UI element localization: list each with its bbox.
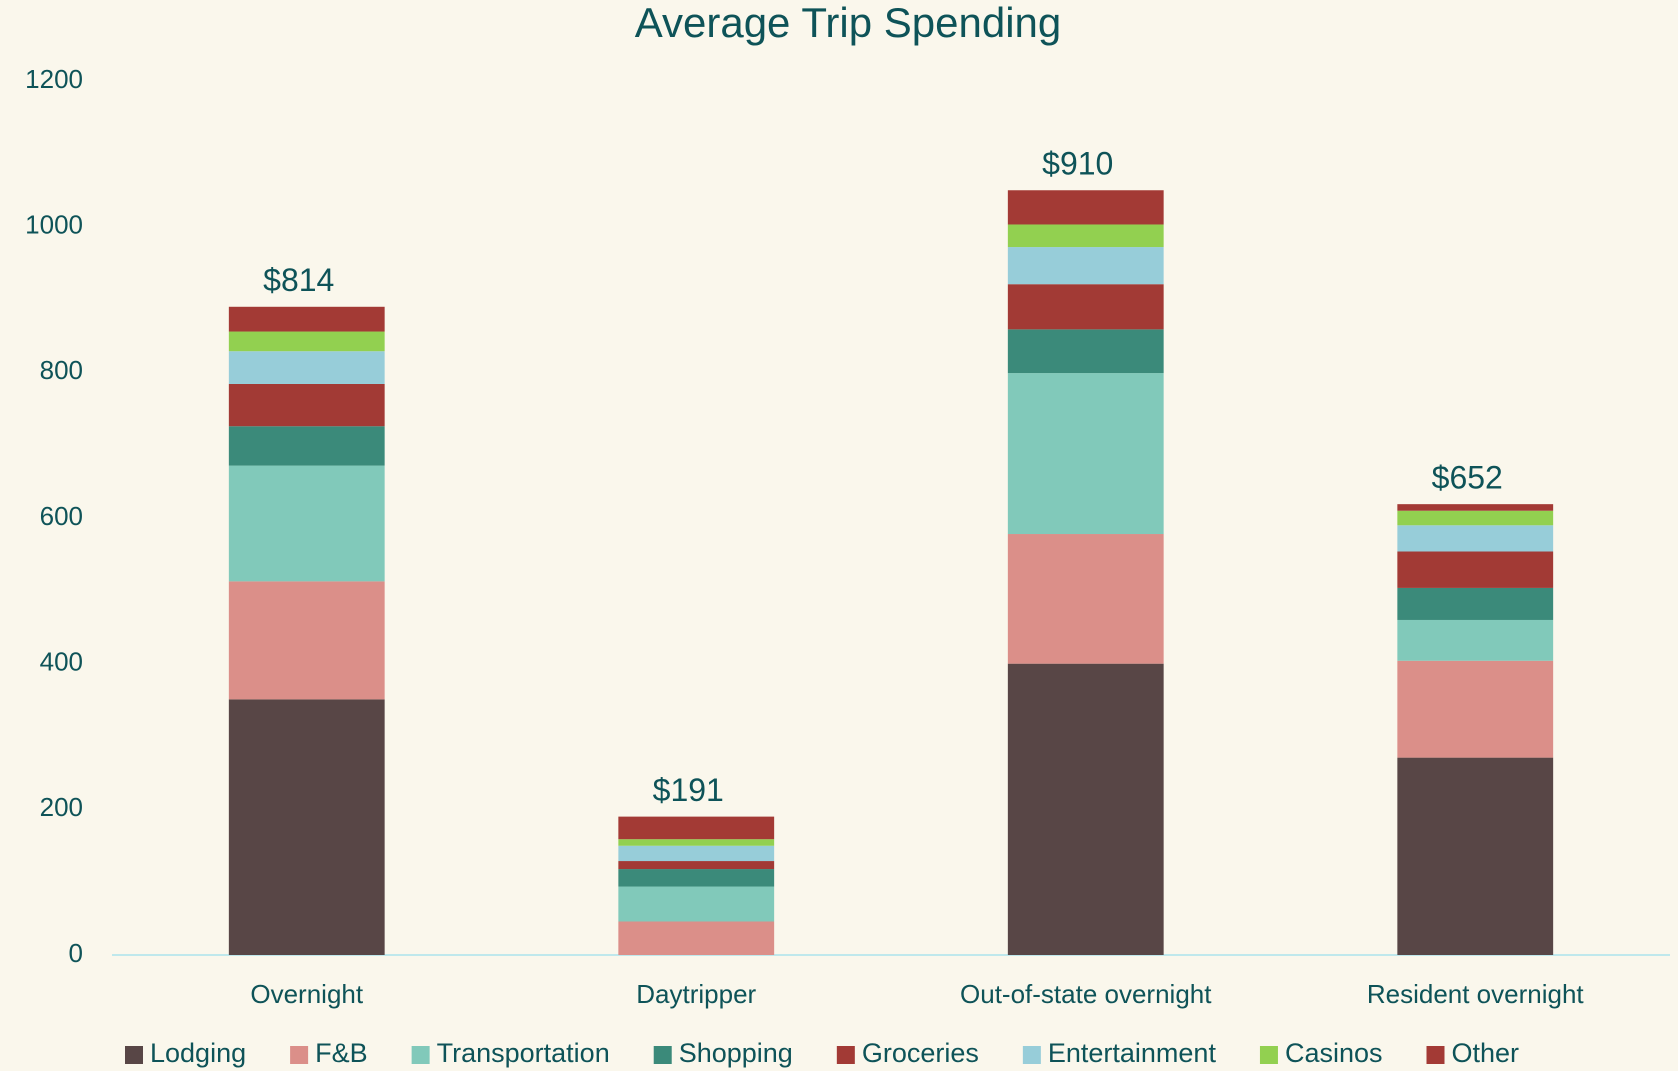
bar-segment <box>228 331 385 352</box>
x-tick-label: Resident overnight <box>1367 979 1585 1009</box>
bar-segment <box>618 845 775 862</box>
bar-segment <box>228 383 385 427</box>
y-tick-label: 200 <box>40 792 83 822</box>
legend-swatch <box>125 1046 143 1064</box>
legend-swatch <box>1259 1046 1278 1064</box>
legend-label: F&B <box>315 1038 368 1068</box>
legend-swatch <box>836 1046 855 1064</box>
bar-segment <box>1397 551 1554 588</box>
y-tick-label: 400 <box>40 647 83 677</box>
total-label: $652 <box>1432 460 1503 496</box>
bar-segment <box>228 465 385 582</box>
bar-segment <box>228 581 385 700</box>
bar-segment <box>618 886 775 922</box>
bar-segment <box>1007 534 1164 664</box>
legend-label: Other <box>1452 1038 1520 1068</box>
legend-swatch <box>1022 1046 1041 1064</box>
legend-label: Groceries <box>862 1038 979 1068</box>
y-tick-label: 800 <box>40 355 83 385</box>
x-tick-label: Out-of-state overnight <box>960 979 1212 1009</box>
legend-label: Transportation <box>437 1038 610 1068</box>
bar-segment <box>228 426 385 466</box>
total-label: $814 <box>263 262 334 298</box>
total-label: $191 <box>653 772 724 808</box>
bar-segment <box>1397 587 1554 620</box>
legend-label: Lodging <box>150 1038 246 1068</box>
bar-segment <box>228 699 385 955</box>
legend-swatch <box>290 1046 309 1064</box>
bar-segment <box>1007 284 1164 330</box>
y-tick-label: 600 <box>40 501 83 531</box>
bar-segment <box>1007 663 1164 955</box>
bar-segment <box>1397 504 1554 511</box>
y-tick-label: 0 <box>69 938 83 968</box>
bar-segment <box>618 816 775 840</box>
bar-segment <box>618 839 775 846</box>
bar-segment <box>618 861 775 870</box>
y-tick-label: 1200 <box>25 64 83 94</box>
bar-segment <box>1397 510 1554 526</box>
bar-segment <box>1397 619 1554 661</box>
bar-segment <box>618 869 775 887</box>
chart-title: Average Trip Spending <box>635 0 1062 46</box>
bar-segment <box>618 921 775 955</box>
bar-segment <box>1007 224 1164 248</box>
legend-label: Shopping <box>679 1038 793 1068</box>
legend-swatch <box>653 1046 672 1064</box>
bar-segment <box>1007 373 1164 535</box>
legend-swatch <box>411 1046 430 1064</box>
bar-segment <box>1007 247 1164 285</box>
bar-segment <box>1397 660 1554 758</box>
x-tick-label: Overnight <box>250 979 363 1009</box>
x-tick-label: Daytripper <box>636 979 756 1009</box>
y-tick-label: 1000 <box>25 210 83 240</box>
bar-segment <box>1007 190 1164 225</box>
legend-swatch <box>1426 1046 1445 1064</box>
bar-segment <box>228 351 385 384</box>
bar-segment <box>1397 757 1554 955</box>
bar-segment <box>1007 329 1164 374</box>
legend-label: Entertainment <box>1048 1038 1217 1068</box>
bar-segment <box>1397 525 1554 552</box>
total-label: $910 <box>1042 146 1113 182</box>
legend-label: Casinos <box>1285 1038 1383 1068</box>
bar-segment <box>228 306 385 332</box>
